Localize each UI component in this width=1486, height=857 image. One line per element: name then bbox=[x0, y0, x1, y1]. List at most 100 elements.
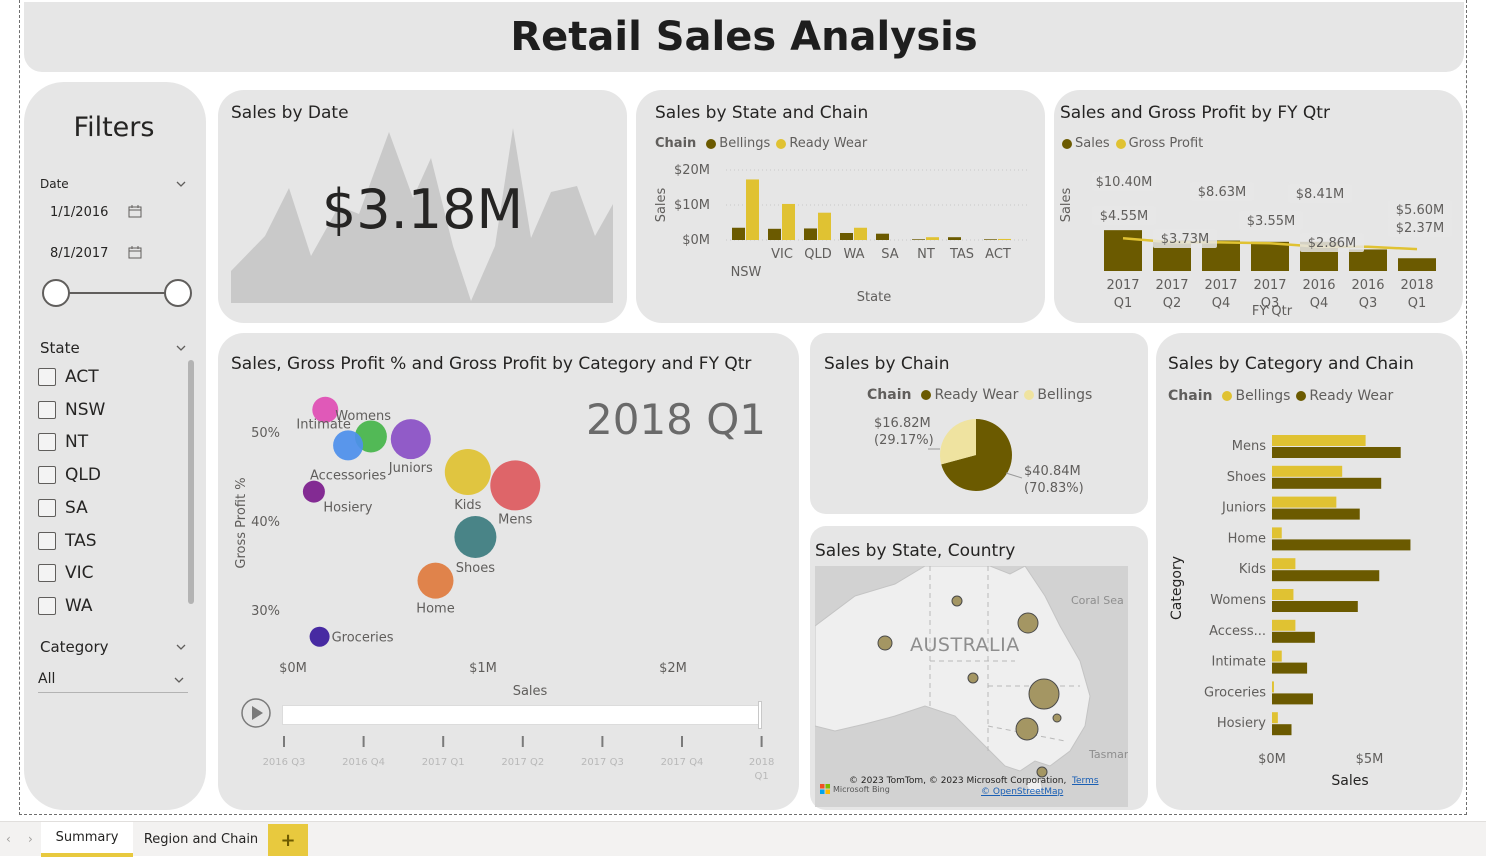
bar-ready-wear bbox=[1272, 447, 1401, 458]
bing-logo: Microsoft Bing bbox=[820, 784, 890, 794]
tab-region-and-chain[interactable]: Region and Chain bbox=[137, 822, 265, 857]
state-scrollbar[interactable] bbox=[188, 360, 194, 604]
bar-sales bbox=[1349, 249, 1387, 271]
legend-title: Chain bbox=[1168, 388, 1213, 404]
tab-scroll-right-icon[interactable]: › bbox=[28, 832, 33, 846]
state-option-act[interactable]: ACT bbox=[38, 367, 99, 387]
y-tick-label: Kids bbox=[1239, 562, 1266, 577]
legend-item-bellings[interactable]: Bellings bbox=[1024, 387, 1092, 403]
play-axis-handle[interactable] bbox=[758, 701, 762, 729]
map-bubble-wa bbox=[877, 635, 893, 651]
state-slicer-label: State bbox=[40, 339, 80, 357]
legend-item-gross-profit[interactable]: Gross Profit bbox=[1115, 136, 1203, 151]
data-label: $2.86M bbox=[1308, 236, 1356, 251]
legend-item-ready-wear[interactable]: Ready Wear bbox=[921, 387, 1018, 403]
calendar-icon[interactable] bbox=[128, 205, 142, 218]
sales-by-category-chain-card[interactable]: Sales by Category and Chain Chain Bellin… bbox=[1156, 333, 1463, 810]
checkbox[interactable] bbox=[38, 531, 56, 550]
calendar-icon[interactable] bbox=[128, 246, 142, 259]
bar-bellings bbox=[768, 228, 781, 240]
bar-sales bbox=[1251, 241, 1289, 271]
bubble-kids bbox=[444, 449, 491, 496]
y-tick-label: $20M bbox=[674, 163, 710, 178]
state-option-qld[interactable]: QLD bbox=[38, 465, 101, 485]
map-bubble-qld bbox=[1017, 612, 1039, 634]
play-button-icon[interactable] bbox=[240, 697, 272, 729]
tab-summary[interactable]: Summary bbox=[41, 822, 133, 857]
sales-by-state-chain-card[interactable]: Sales by State and Chain Chain Bellings … bbox=[636, 90, 1045, 323]
y-tick-label: Mens bbox=[1232, 439, 1266, 454]
bar-bellings bbox=[1272, 589, 1294, 600]
bar-ready-wear bbox=[746, 179, 759, 240]
state-option-label: QLD bbox=[65, 465, 101, 486]
scatter-card[interactable]: Sales, Gross Profit % and Gross Profit b… bbox=[218, 333, 799, 810]
state-option-sa[interactable]: SA bbox=[38, 498, 88, 518]
date-range-slider[interactable] bbox=[38, 277, 198, 309]
legend-item-ready-wear[interactable]: Ready Wear bbox=[1296, 388, 1393, 404]
bar-bellings bbox=[1272, 650, 1282, 662]
sales-by-category-chain-title: Sales by Category and Chain bbox=[1168, 354, 1414, 374]
x-tick-label: $1M bbox=[469, 661, 497, 676]
x-tick-label: 2017 bbox=[1106, 278, 1139, 293]
legend-item-ready-wear[interactable]: Ready Wear bbox=[776, 136, 867, 151]
bar-ready-wear bbox=[782, 203, 795, 240]
legend-item-sales[interactable]: Sales bbox=[1062, 136, 1110, 151]
chevron-down-icon[interactable] bbox=[176, 642, 186, 652]
sales-by-chain-card[interactable]: Sales by Chain Chain Ready Wear Bellings… bbox=[810, 333, 1148, 514]
map-card[interactable]: Sales by State, Country AUSTRALIA Coral … bbox=[810, 526, 1148, 810]
map-bubble-sa bbox=[967, 672, 979, 684]
bar-ready-wear bbox=[1272, 508, 1360, 520]
map-terms-link[interactable]: Terms bbox=[1072, 776, 1099, 786]
checkbox[interactable] bbox=[38, 564, 56, 583]
checkbox[interactable] bbox=[38, 433, 56, 452]
state-option-nsw[interactable]: NSW bbox=[38, 400, 105, 420]
map-bubble-vic bbox=[1015, 717, 1039, 741]
state-option-tas[interactable]: TAS bbox=[38, 531, 97, 551]
map-canvas[interactable]: AUSTRALIA Coral Sea Tasman © 2023 TomTom… bbox=[815, 566, 1128, 807]
checkbox[interactable] bbox=[38, 596, 56, 615]
bar-ready-wear bbox=[1272, 693, 1313, 705]
data-label: $2.37M bbox=[1396, 221, 1444, 236]
sales-gp-fyqtr-card[interactable]: Sales and Gross Profit by FY Qtr Sales G… bbox=[1054, 90, 1463, 323]
sales-by-date-card[interactable]: Sales by Date $3.18M bbox=[218, 90, 627, 323]
tab-region-label: Region and Chain bbox=[143, 832, 259, 847]
bubble-label: Groceries bbox=[332, 631, 394, 646]
timeline-label: 2016 Q3 bbox=[263, 757, 306, 768]
x-tick-label: 2016 bbox=[1302, 278, 1335, 293]
state-option-label: TAS bbox=[65, 530, 97, 551]
data-label: $3.55M bbox=[1247, 214, 1295, 229]
legend-label: Ready Wear bbox=[789, 136, 868, 151]
x-tick-label: QLD bbox=[804, 247, 832, 262]
state-option-nt[interactable]: NT bbox=[38, 432, 88, 452]
map-bubble-nt bbox=[951, 595, 963, 607]
map-bubble-tas bbox=[1036, 766, 1048, 778]
play-axis-track[interactable] bbox=[282, 705, 760, 725]
category-dropdown[interactable]: All bbox=[38, 667, 188, 693]
state-option-vic[interactable]: VIC bbox=[38, 563, 94, 583]
add-page-button[interactable]: + bbox=[268, 824, 308, 856]
chevron-down-icon[interactable] bbox=[176, 179, 186, 189]
legend-item-bellings[interactable]: Bellings bbox=[706, 136, 770, 151]
timeline-label: 2018 bbox=[749, 757, 774, 768]
chevron-down-icon[interactable] bbox=[176, 343, 186, 353]
x-tick-label: 2018 bbox=[1400, 278, 1433, 293]
bar-sales bbox=[1398, 258, 1436, 271]
tab-scroll-left-icon[interactable]: ‹ bbox=[6, 832, 11, 846]
timeline-label: 2016 Q4 bbox=[342, 757, 385, 768]
checkbox[interactable] bbox=[38, 466, 56, 485]
checkbox[interactable] bbox=[38, 400, 56, 419]
map-osm-link[interactable]: © OpenStreetMap bbox=[981, 787, 1064, 797]
date-start-input[interactable]: 1/1/2016 bbox=[40, 200, 148, 226]
y-tick-label: Womens bbox=[1210, 593, 1266, 608]
date-end-input[interactable]: 8/1/2017 bbox=[40, 241, 148, 267]
data-label-bg bbox=[1092, 206, 1156, 225]
timeline-label: 2017 Q1 bbox=[422, 757, 465, 768]
legend-item-bellings[interactable]: Bellings bbox=[1222, 388, 1290, 404]
checkbox[interactable] bbox=[38, 368, 56, 386]
pie-slice-bellings bbox=[940, 419, 976, 465]
bubble-label: Kids bbox=[454, 498, 481, 513]
state-option-wa[interactable]: WA bbox=[38, 596, 93, 616]
x-tick-label: Q1 bbox=[1408, 296, 1427, 311]
data-label: $10.40M bbox=[1096, 175, 1153, 190]
checkbox[interactable] bbox=[38, 498, 56, 517]
